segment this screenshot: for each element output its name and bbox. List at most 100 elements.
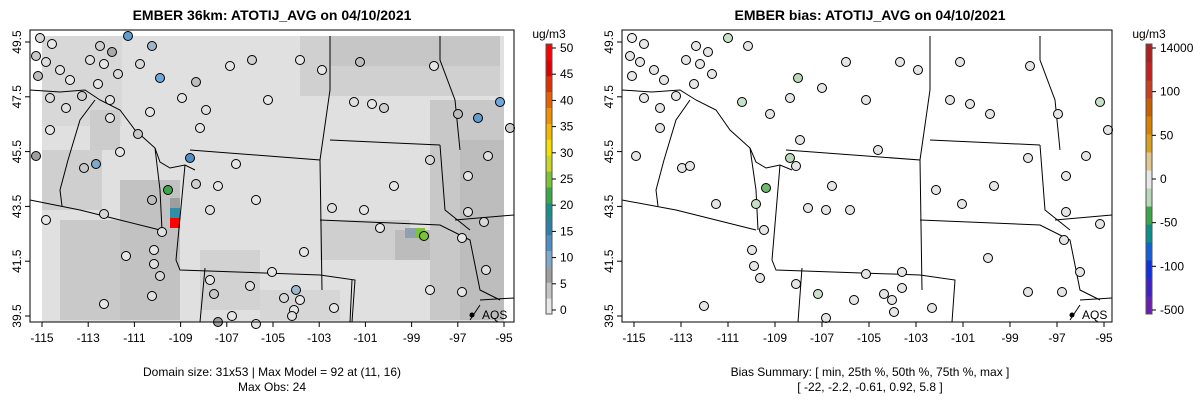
left-colorbar-swatch [546,123,552,140]
left-plot-frame [29,29,515,323]
left-map-field [30,30,514,322]
left-x-tick-label: -95 [495,331,513,345]
right-colorbar-swatch [1146,296,1152,315]
right-colorbar-tick-label: 0 [1160,172,1167,186]
left-y-tick-label: 43.5 [10,194,24,218]
left-panel: EMBER 36km: ATOTIJ_AVG on 04/10/2021 [10,7,574,394]
left-colorbar-tick-label: 30 [560,146,574,160]
right-colorbar-tick-label: 14000 [1160,41,1194,55]
right-y-tick-label: 41.5 [602,249,616,273]
left-colorbar-swatch [546,234,552,251]
left-x-tick-label: -101 [353,331,377,345]
right-y-tick-label: 47.5 [602,85,616,109]
left-y-tick-label: 45.5 [10,140,24,164]
left-colorbar-tick-label: 10 [560,251,574,265]
right-x-tick-label: -109 [763,331,787,345]
left-colorbar-tick-label: 40 [560,93,574,107]
right-x-tick-label: -103 [904,331,928,345]
left-colorbar-swatch [546,298,552,315]
left-colorbar-swatch [546,139,552,156]
right-colorbar-unit: ug/m3 [1132,27,1166,41]
right-y-tick-label: 49.5 [602,30,616,54]
left-x-axis: -115 -113 -111 -109 -107 -105 -103 -101 -99 -97 -9… [30,322,513,345]
left-colorbar-tick-label: 15 [560,224,574,238]
right-x-tick-label: -115 [622,331,645,345]
left-colorbar-swatch [546,218,552,236]
right-site-legend: AQS [1069,308,1107,322]
left-colorbar-swatch [546,282,552,299]
right-x-tick-label: -95 [1095,331,1113,345]
right-y-tick-label: 45.5 [602,140,616,164]
right-x-tick-label: -97 [1048,331,1066,345]
left-x-tick-label: -107 [215,331,239,345]
right-plot-frame [621,29,1113,323]
left-y-tick-label: 39.5 [10,304,24,328]
left-colorbar-swatch [546,91,552,109]
left-colorbar-tick-label: 25 [560,172,574,186]
left-colorbar-swatch [546,107,552,124]
left-colorbar-swatch [546,155,552,172]
right-colorbar-swatch [1146,242,1152,261]
left-y-tick-label: 41.5 [10,249,24,273]
right-colorbar-swatch [1146,134,1152,153]
left-site-label: AQS [482,308,507,322]
right-colorbar-swatch [1146,152,1152,171]
left-x-tick-label: -109 [169,331,193,345]
left-x-tick-label: -97 [449,331,467,345]
left-x-tick-label: -99 [403,331,421,345]
right-colorbar-swatch [1146,206,1152,225]
left-x-tick-label: -103 [307,331,331,345]
left-x-tick-label: -113 [77,331,100,345]
right-colorbar-swatch [1146,188,1152,207]
left-colorbar-tick-label: 50 [560,41,574,55]
left-colorbar-unit: ug/m3 [532,27,566,41]
left-colorbar-swatch [546,250,552,267]
right-site-label: AQS [1082,308,1107,322]
right-colorbar-swatch [1146,260,1152,279]
left-panel-title: EMBER 36km: ATOTIJ_AVG on 04/10/2021 [133,7,412,23]
right-x-tick-label: -111 [717,331,740,345]
left-y-axis: 39.5 41.5 43.5 45.5 47.5 49.5 [10,30,30,328]
right-panel-title: EMBER bias: ATOTIJ_AVG on 04/10/2021 [734,7,1005,23]
left-colorbar-swatch [546,202,552,220]
left-colorbar-swatch [546,44,552,61]
right-colorbar-swatch [1146,224,1152,243]
right-x-tick-label: -105 [857,331,881,345]
right-colorbar-swatch [1146,170,1152,189]
right-y-tick-label: 39.5 [602,304,616,328]
left-site-legend: AQS [469,308,507,322]
right-x-tick-label: -99 [1001,331,1019,345]
left-footer-line-2: Max Obs: 24 [238,380,306,394]
right-colorbar-swatch [1146,116,1152,135]
left-x-tick-label: -111 [123,331,146,345]
left-colorbar-swatch [546,266,552,283]
left-colorbar-swatch [546,186,552,204]
left-colorbar-swatch [546,171,552,188]
right-colorbar-tick-label: -500 [1160,303,1184,317]
right-bias-sites [625,33,1113,323]
right-x-tick-label: -101 [951,331,975,345]
left-x-tick-label: -115 [30,331,53,345]
right-x-axis: -115 -113 -111 -109 -107 -105 -103 -101 -99 -97 -9… [622,322,1113,345]
right-colorbar-swatch [1146,98,1152,117]
right-colorbar-swatch [1146,80,1152,99]
right-x-tick-label: -107 [810,331,834,345]
right-y-tick-label: 43.5 [602,194,616,218]
right-colorbar-tick-label: 50 [1160,128,1174,142]
left-colorbar-tick-label: 20 [560,198,574,212]
right-state-boundaries [621,36,1113,323]
right-footer-line-1: Bias Summary: [ min, 25th %, 50th %, 75t… [731,365,1010,379]
right-panel: EMBER bias: ATOTIJ_AVG on 04/10/2021 [602,7,1194,394]
left-colorbar-tick-label: 45 [560,67,574,81]
right-colorbar-tick-label: 100 [1160,85,1180,99]
left-colorbar-tick-label: 5 [560,277,567,291]
right-colorbar-tick-label: -100 [1160,259,1184,273]
left-y-tick-label: 49.5 [10,30,24,54]
right-x-tick-label: -113 [669,331,692,345]
left-colorbar-swatch [546,59,552,77]
right-colorbar-swatch [1146,278,1152,297]
right-footer-line-2: [ -22, -2.2, -0.61, 0.92, 5.8 ] [797,380,942,394]
